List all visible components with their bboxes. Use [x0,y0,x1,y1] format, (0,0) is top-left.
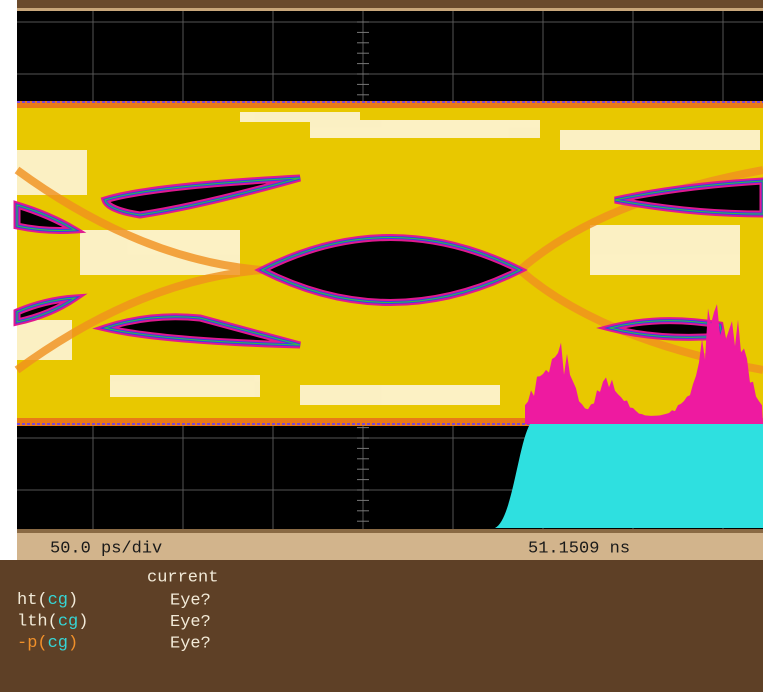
trace-streak [240,112,360,122]
eye-border [103,316,301,346]
eye-border [608,320,723,338]
position: 51.1509 ns [528,539,630,558]
eye-border [104,177,301,216]
measurement-value: Eye? [170,634,211,653]
label-part: cg [48,634,68,653]
status-bar [17,533,763,560]
measurement-value: Eye? [170,591,211,610]
eye-border [16,204,77,231]
column-header: current [147,568,218,587]
measurement-label: lth(cg) [17,613,88,632]
crossing [14,166,263,374]
measurement-rows: ht(cg) Eye?lth(cg) Eye?-p(cg) Eye? [17,591,211,653]
label-part: ) [68,591,78,610]
top-frame [17,0,763,8]
measurement-label: -p(cg) [17,634,78,653]
trace-streak [17,150,87,195]
measurement-value: Eye? [170,613,211,632]
measurement-label: ht(cg) [17,591,78,610]
timebase: 50.0 ps/div [50,539,162,558]
trace-streak [560,130,760,150]
trace-streak [80,230,240,275]
label-part: -p( [17,634,48,653]
label-part: cg [58,613,78,632]
eye-border [260,237,522,303]
trace-streak [300,385,500,405]
eye-border [614,180,763,215]
jitter-histogram [525,304,763,424]
top-border [17,8,763,11]
status-border [17,529,763,533]
label-part: ) [68,634,78,653]
amplitude-histogram [495,424,763,528]
dense-traces [17,112,760,405]
label-part: ht( [17,591,48,610]
trace-streak [310,120,540,138]
label-part: ) [78,613,88,632]
trace-streak [110,375,260,397]
eye-border [16,297,77,323]
measurement-panel [17,560,763,692]
eye-openings [13,174,763,349]
trace-streak [590,225,740,275]
label-part: lth( [17,613,58,632]
measurement-panel-edge [0,560,17,692]
label-part: cg [48,591,68,610]
